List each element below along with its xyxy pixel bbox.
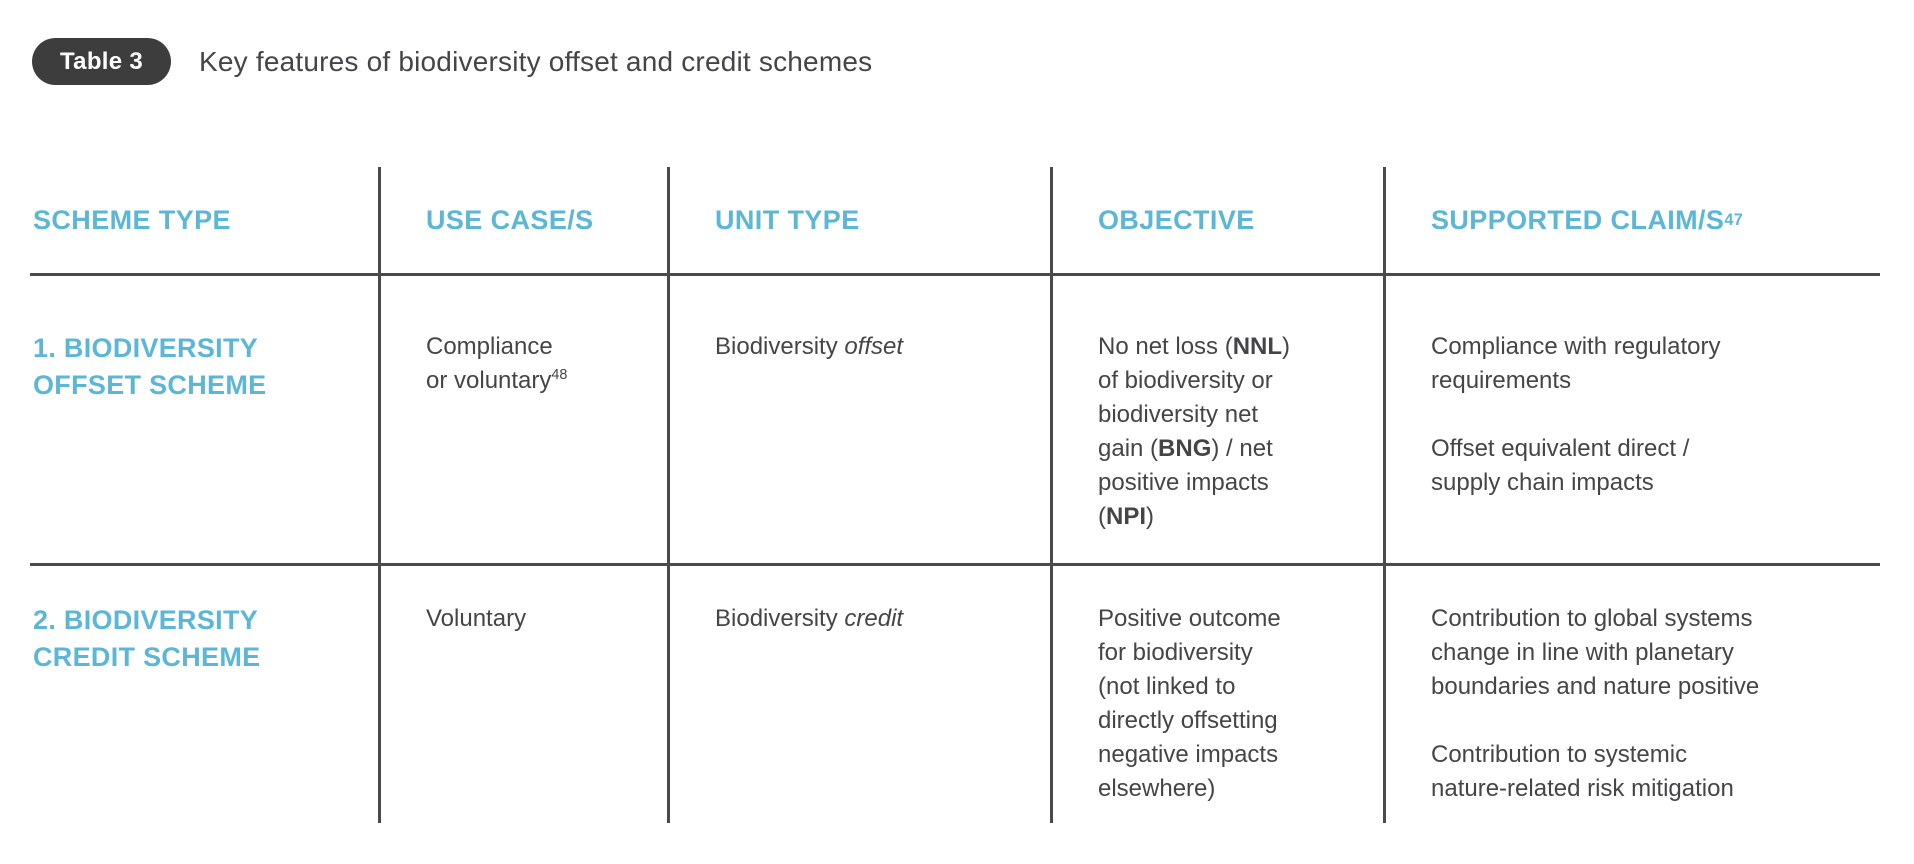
cell-supported-claims-row-1: Compliance with regulatory requirements Of… bbox=[1383, 276, 1880, 566]
cell-unit-type-row-1: Biodiversity offset bbox=[667, 276, 1050, 566]
table-number-label: Table 3 bbox=[60, 47, 144, 75]
paragraph: Compliance or voluntary48 bbox=[426, 333, 568, 394]
cell-scheme-type-row-2: 2. BIODIVERSITY CREDIT SCHEME bbox=[30, 566, 378, 823]
paragraph: Biodiversity credit bbox=[715, 605, 904, 632]
features-table: SCHEME TYPE USE CASE/S UNIT TYPE OBJECTIVE S… bbox=[30, 167, 1880, 823]
paragraph: Contribution to global systems change in … bbox=[1431, 605, 1760, 700]
paragraph: 2. BIODIVERSITY CREDIT SCHEME bbox=[33, 605, 261, 672]
paragraph: Compliance with regulatory requirements bbox=[1431, 333, 1721, 394]
paragraph: No net loss (NNL) of biodiversity or biodi… bbox=[1098, 333, 1291, 530]
column-header-use-cases: USE CASE/S bbox=[378, 167, 667, 276]
table-number-badge: Table 3 bbox=[32, 38, 172, 85]
table-title: Key features of biodiversity offset and … bbox=[199, 45, 873, 77]
paragraph: Voluntary bbox=[426, 605, 527, 632]
paragraph: Biodiversity offset bbox=[715, 333, 904, 360]
paragraph: Contribution to systemic nature-related r… bbox=[1431, 741, 1734, 802]
cell-scheme-type-row-1: 1. BIODIVERSITY OFFSET SCHEME bbox=[30, 276, 378, 566]
column-header-objective: OBJECTIVE bbox=[1050, 167, 1383, 276]
cell-supported-claims-row-2: Contribution to global systems change in … bbox=[1383, 566, 1880, 823]
table-caption-row: Table 3 Key features of biodiversity off… bbox=[0, 0, 1914, 85]
cell-objective-row-1: No net loss (NNL) of biodiversity or biodi… bbox=[1050, 276, 1383, 566]
column-header-supported-claims: SUPPORTED CLAIM/S 47 bbox=[1383, 167, 1880, 276]
cell-unit-type-row-2: Biodiversity credit bbox=[667, 566, 1050, 823]
cell-objective-row-2: Positive outcome for biodiversity (not lin… bbox=[1050, 566, 1383, 823]
paragraph: Positive outcome for biodiversity (not lin… bbox=[1098, 605, 1281, 802]
cell-use-cases-row-1: Compliance or voluntary48 bbox=[378, 276, 667, 566]
paragraph: Offset equivalent direct / supply chain i… bbox=[1431, 435, 1690, 496]
paragraph: 1. BIODIVERSITY OFFSET SCHEME bbox=[33, 333, 267, 400]
column-header-scheme-type: SCHEME TYPE bbox=[30, 167, 378, 276]
cell-use-cases-row-2: Voluntary bbox=[378, 566, 667, 823]
column-header-unit-type: UNIT TYPE bbox=[667, 167, 1050, 276]
